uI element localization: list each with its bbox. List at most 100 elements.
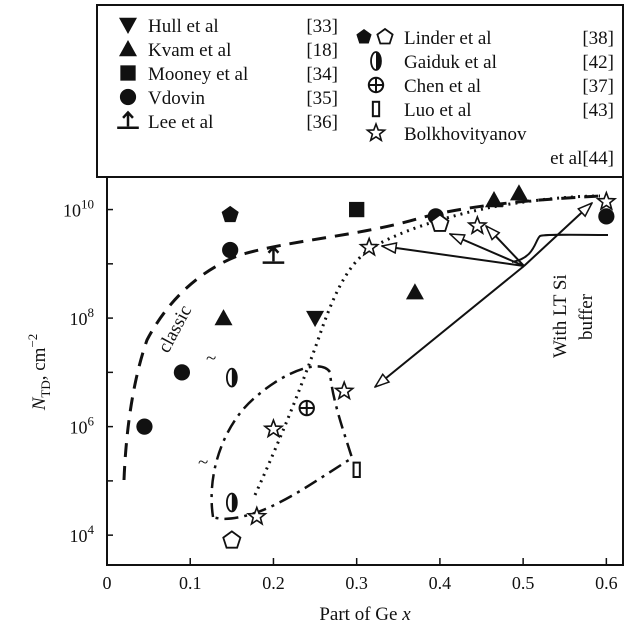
legend-item-5: Linder et al [38] (356, 27, 614, 49)
legend-ref-2: [34] (306, 64, 338, 85)
y-tick-label-0: 104 (70, 522, 95, 546)
tilde-mark-1: ~ (206, 348, 216, 369)
lt-buffer-label-2: buffer (576, 293, 597, 340)
legend-item-2: Mooney et al [34] (120, 64, 338, 85)
legend-ref-1: [18] (306, 40, 338, 61)
legend-item-3: Vdovin [35] (119, 88, 338, 109)
y-axis-label-var: N (29, 396, 50, 411)
annotation-arrows (375, 203, 592, 387)
legend-marker-8 (371, 100, 381, 118)
legend-ref-6: [42] (582, 52, 614, 73)
y-tick-exp-2: 8 (88, 305, 95, 320)
data-markers (136, 184, 618, 549)
data-point-7-0 (298, 399, 315, 417)
data-point-3-2 (222, 241, 239, 259)
legend-label-4: Lee et al (148, 112, 213, 133)
y-tick-base-0: 10 (70, 526, 88, 546)
legend-label-3: Vdovin (148, 88, 206, 109)
y-tick-label-2: 108 (70, 305, 95, 329)
legend-label-2: Mooney et al (148, 64, 248, 85)
data-point-1-1 (405, 283, 424, 300)
data-point-6-1 (225, 492, 238, 513)
legend-label-8: Luo et al (404, 100, 472, 121)
data-point-5-1 (222, 530, 242, 549)
data-point-5-2 (430, 213, 450, 232)
plot-frame (106, 176, 624, 566)
y-tick-base-3: 10 (63, 201, 81, 221)
x-axis: 0 0.1 0.2 0.3 0.4 0.5 0.6 (103, 558, 618, 593)
legend-label-5: Linder et al (404, 28, 492, 49)
x-tick-label-2: 0.2 (262, 573, 285, 593)
legend-label-9-line2: et al[44] (550, 148, 614, 169)
legend-item-4: Lee et al [36] (117, 110, 338, 133)
legend-marker-4 (117, 110, 139, 129)
data-point-9-4 (595, 190, 618, 211)
classic-curve (122, 194, 601, 481)
legend-marker-6 (370, 51, 382, 71)
x-tick-label-6: 0.6 (595, 573, 618, 593)
legend-ref-5: [38] (582, 28, 614, 49)
legend-label-6: Gaiduk et al (404, 52, 497, 73)
data-point-6-0 (225, 367, 238, 388)
data-point-2-0 (349, 201, 365, 218)
lt-buffer-bracket (511, 233, 609, 263)
y-axis-label-unit: , cm (29, 347, 50, 380)
data-point-3-1 (173, 364, 191, 381)
arrow-2 (486, 226, 525, 267)
data-point-0-0 (306, 310, 325, 328)
legend-marker-9 (365, 121, 387, 143)
legend-ref-8: [43] (582, 100, 614, 121)
y-axis-label-sub: TD (38, 380, 53, 397)
tilde-mark-2: ~ (198, 452, 208, 473)
classic-label: classic (154, 302, 196, 357)
data-point-9-5 (246, 505, 268, 526)
y-tick-label-3: 1010 (63, 197, 94, 221)
x-tick-label-5: 0.5 (512, 573, 535, 593)
y-tick-exp-1: 6 (88, 414, 95, 429)
y-tick-exp-3: 10 (81, 197, 94, 212)
data-point-1-3 (509, 184, 528, 201)
legend-label-0: Hull et al (148, 16, 219, 37)
arrow-4 (382, 246, 525, 267)
y-tick-base-1: 10 (70, 418, 88, 438)
arrow-5 (375, 265, 525, 387)
data-point-1-2 (485, 191, 503, 208)
arrow-1 (523, 203, 592, 267)
legend-label-7: Chen et al (404, 76, 481, 97)
data-point-3-4 (598, 208, 615, 225)
legend-ref-4: [36] (306, 112, 338, 133)
legend-marker-5-open (376, 27, 394, 45)
legend-item-7: Chen et al [37] (367, 76, 614, 97)
legend-marker-7 (367, 76, 385, 94)
legend-ref-3: [35] (306, 88, 338, 109)
data-point-1-0 (214, 309, 233, 326)
legend-label-9: Bolkhovityanov (404, 124, 527, 145)
data-point-3-0 (136, 418, 153, 435)
legend-label-1: Kvam et al (148, 40, 231, 61)
dotted-curve (253, 194, 601, 496)
x-tick-label-4: 0.4 (429, 573, 452, 593)
legend-item-1: Kvam et al [18] (119, 40, 338, 61)
lt-buffer-label-1: With LT Si (550, 274, 571, 358)
legend-item-6: Gaiduk et al [42] (370, 51, 614, 73)
legend-marker-5-filled (356, 29, 372, 44)
data-point-5-0 (221, 205, 239, 223)
data-point-8-0 (352, 461, 361, 479)
arrow-3 (450, 233, 525, 267)
legend-ref-0: [33] (306, 16, 338, 37)
data-point-9-3 (466, 214, 489, 236)
data-point-4-0 (262, 245, 285, 264)
y-tick-label-1: 106 (70, 414, 95, 438)
legend-marker-0 (119, 17, 137, 34)
y-tick-base-2: 10 (70, 309, 88, 329)
legend-item-0: Hull et al [33] (119, 16, 338, 37)
x-tick-label-3: 0.3 (345, 573, 368, 593)
legend-marker-2 (120, 65, 136, 81)
legend-ref-7: [37] (582, 76, 614, 97)
data-point-9-1 (333, 379, 355, 401)
x-axis-label-main: Part of Ge (319, 604, 402, 625)
x-tick-label-0: 0 (103, 573, 112, 593)
legend-item-9: Bolkhovityanov et al[44] (365, 121, 614, 169)
